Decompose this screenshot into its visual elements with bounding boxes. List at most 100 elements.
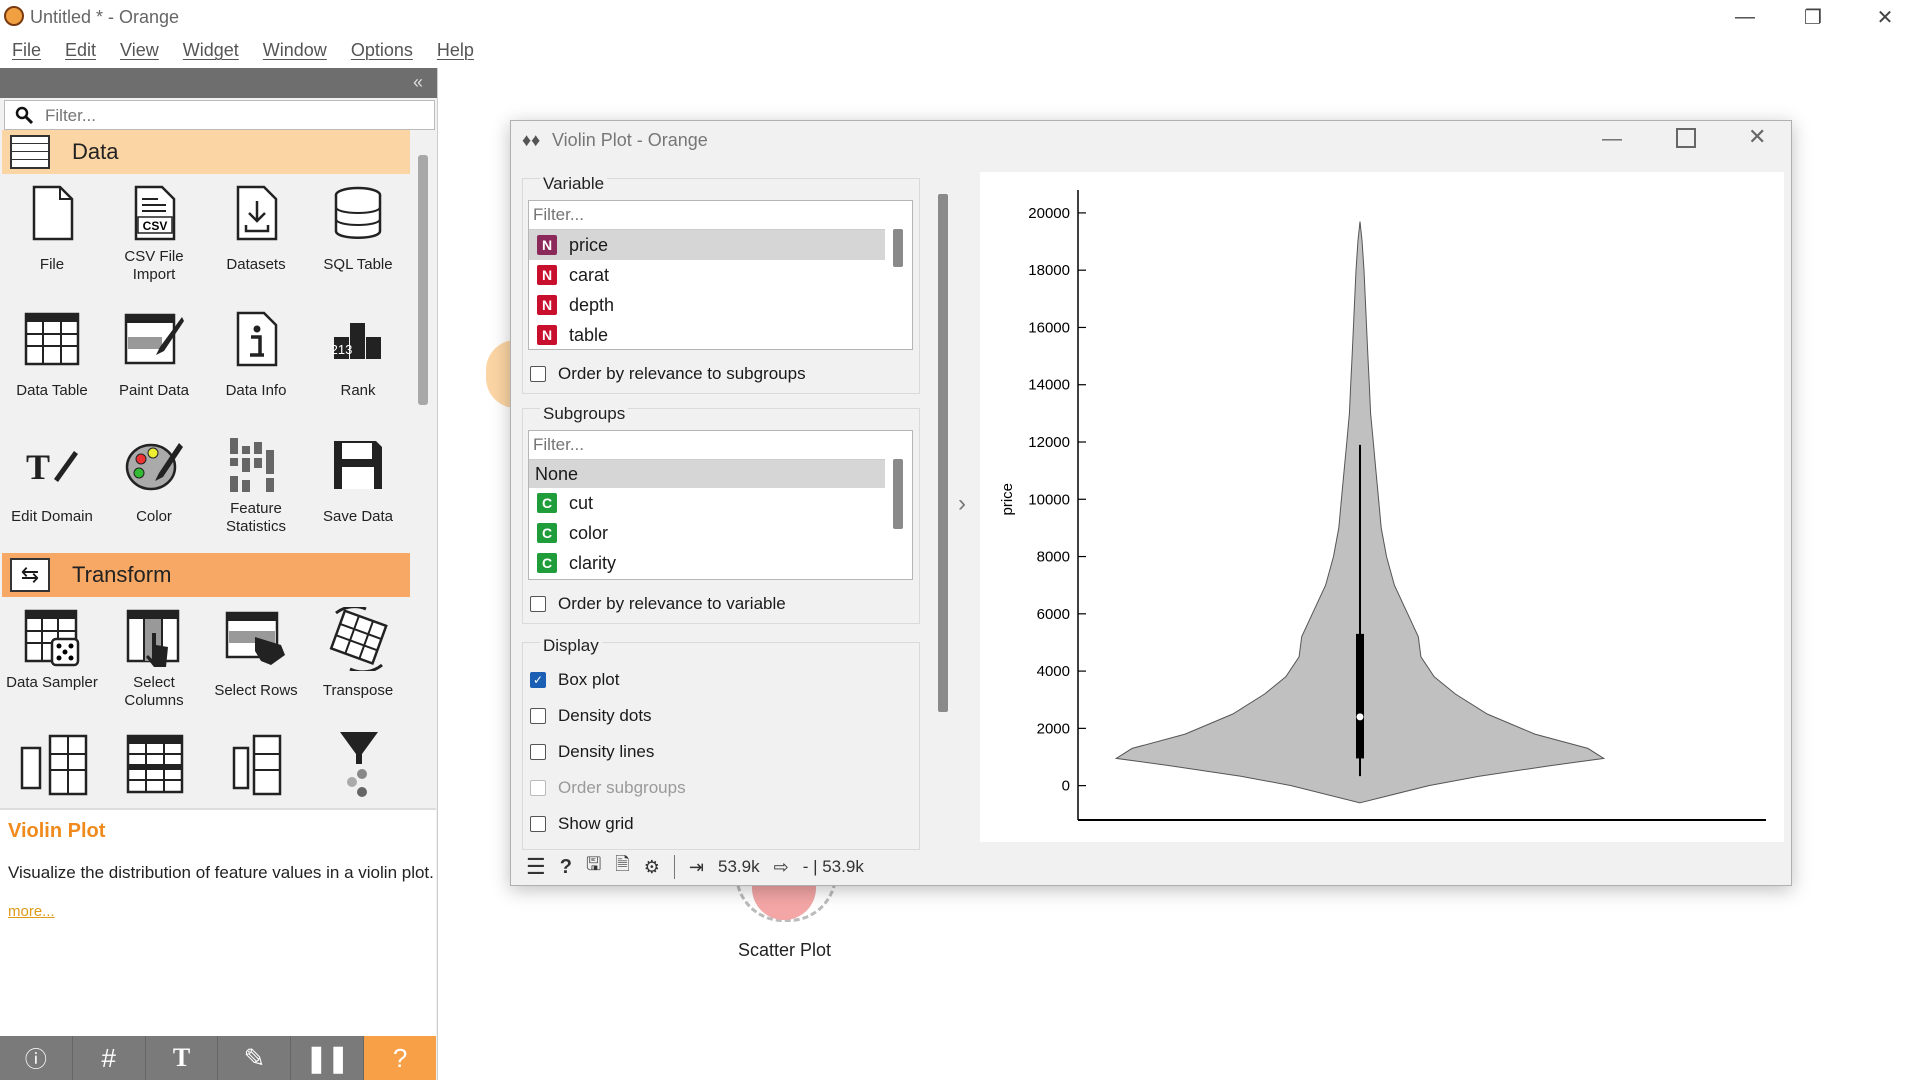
restore-button[interactable]: ❐	[1804, 6, 1822, 29]
display-option-density-dots[interactable]: Density dots	[530, 698, 686, 734]
display-option-checkbox[interactable]	[530, 744, 546, 760]
variable-item-label: depth	[569, 294, 615, 315]
y-tick-label: 14000	[1028, 377, 1070, 394]
database-icon	[334, 186, 382, 239]
expand-chevron-icon[interactable]: ›	[958, 490, 966, 517]
violin-minimize-button[interactable]: —	[1602, 128, 1622, 150]
widget-data-info[interactable]: Data Info	[206, 304, 306, 400]
display-option-label: Show grid	[558, 814, 634, 833]
arrow-annotation-icon[interactable]: ✎	[218, 1036, 292, 1080]
widget-sql-table[interactable]: SQL Table	[308, 178, 408, 274]
display-option-checkbox[interactable]	[530, 708, 546, 724]
categorical-badge-icon: C	[537, 523, 557, 543]
widget-filter-input[interactable]	[43, 105, 427, 127]
widget-merge-icon[interactable]	[20, 734, 90, 801]
widget-select-rows[interactable]: Select Rows	[206, 604, 306, 700]
widget-filter[interactable]	[4, 100, 435, 130]
report-icon[interactable]: 🗎	[615, 854, 630, 874]
widget-label: Data Sampler	[6, 674, 98, 691]
display-option-checkbox[interactable]: ✓	[530, 672, 546, 688]
display-option-box-plot[interactable]: ✓ Box plot	[530, 662, 686, 698]
menu-widget[interactable]: Widget	[182, 40, 239, 60]
widget-save-data[interactable]: Save Data	[308, 430, 408, 526]
status-bar: ☰ ? 🖫 🗎 ⚙ ⇥ 53.9k ⇨ - | 53.9k	[512, 850, 1802, 884]
grid-icon[interactable]: #	[73, 1036, 146, 1080]
text-annotation-icon[interactable]: T	[146, 1036, 219, 1080]
menu-options[interactable]: Options	[350, 40, 413, 60]
category-data[interactable]: Data	[2, 130, 410, 174]
widget-data-table[interactable]: Data Table	[2, 304, 102, 400]
help-more-link[interactable]: more...	[8, 903, 55, 920]
widget-datasets[interactable]: Datasets	[206, 178, 306, 274]
info-icon[interactable]: ⓘ	[0, 1036, 73, 1080]
widget-rank[interactable]: 213 Rank	[308, 304, 408, 400]
variable-item-label: table	[569, 324, 609, 345]
collapse-dock-icon[interactable]: «	[412, 72, 423, 92]
variable-filter-input[interactable]	[529, 201, 885, 230]
minimize-button[interactable]: —	[1735, 5, 1755, 28]
control-area-splitter[interactable]	[938, 194, 948, 712]
subgroup-none-item[interactable]: None	[529, 460, 885, 488]
dock-scrollbar[interactable]	[418, 155, 428, 405]
y-tick-label: 2000	[1037, 720, 1070, 737]
widget-data-sampler[interactable]: Data Sampler	[2, 604, 102, 692]
close-button[interactable]: ✕	[1876, 6, 1894, 29]
display-option-show-grid[interactable]: Show grid	[530, 806, 686, 842]
menu-view[interactable]: View	[120, 40, 159, 60]
plot-area[interactable]: 0 2000 4000 6000 8000 10000 12000 14000 16000 180…	[980, 172, 1784, 842]
y-tick-label: 10000	[1028, 491, 1070, 508]
scatter-plot-node-label[interactable]: Scatter Plot	[738, 940, 832, 960]
violin-chart[interactable]: 0 2000 4000 6000 8000 10000 12000 14000 16000 180…	[980, 172, 1784, 842]
subgroups-filter-input[interactable]	[529, 431, 885, 460]
numeric-badge-icon: N	[537, 325, 557, 345]
order-by-variable-option[interactable]: Order by relevance to variable	[530, 594, 786, 614]
menu-help[interactable]: Help	[436, 40, 474, 60]
subgroup-item-label: clarity	[569, 552, 617, 573]
widget-feature-statistics[interactable]: Feature Statistics	[206, 430, 306, 536]
widget-paint-data[interactable]: Paint Data	[104, 304, 204, 400]
display-option-density-lines[interactable]: Density lines	[530, 734, 686, 770]
display-option-checkbox[interactable]	[530, 816, 546, 832]
subgroups-list-scrollbar[interactable]	[893, 459, 903, 529]
category-transform[interactable]: ⇆ Transform	[2, 553, 410, 597]
widget-csv-import[interactable]: CSV CSV File Import	[104, 178, 204, 284]
help-icon[interactable]: ?	[364, 1036, 436, 1080]
numeric-badge-icon: N	[537, 235, 557, 255]
widget-transpose[interactable]: Transpose	[308, 604, 408, 700]
y-tick-label: 6000	[1037, 606, 1070, 623]
pause-icon[interactable]: ❚❚	[291, 1036, 365, 1080]
widget-split-icon[interactable]	[232, 734, 282, 801]
menu-icon[interactable]: ☰	[526, 854, 546, 879]
help-question-icon[interactable]: ?	[559, 855, 572, 878]
variable-list-scrollbar[interactable]	[893, 229, 903, 267]
visual-settings-icon[interactable]: ⚙	[643, 856, 660, 877]
widget-label: Color	[136, 508, 172, 525]
widget-label: Select Rows	[214, 682, 298, 699]
widget-filter-icon[interactable]	[338, 730, 382, 803]
input-data-icon: ⇥	[688, 856, 705, 877]
widget-edit-domain[interactable]: T Edit Domain	[2, 430, 102, 526]
variable-item-label: price	[569, 234, 609, 255]
widget-concatenate-icon[interactable]	[126, 734, 184, 801]
order-by-subgroups-option[interactable]: Order by relevance to subgroups	[530, 364, 806, 384]
save-image-icon[interactable]: 🖫	[585, 854, 602, 874]
widget-color[interactable]: Color	[104, 430, 204, 526]
widget-file[interactable]: File	[2, 178, 102, 274]
menu-edit[interactable]: Edit	[65, 40, 97, 60]
menu-file[interactable]: File	[12, 40, 42, 60]
menu-window[interactable]: Window	[262, 40, 327, 60]
violin-maximize-button[interactable]	[1676, 128, 1696, 148]
widget-select-columns[interactable]: Select Columns	[104, 604, 204, 710]
violin-close-button[interactable]: ✕	[1748, 124, 1767, 149]
order-by-variable-checkbox[interactable]	[530, 596, 546, 612]
order-by-subgroups-checkbox[interactable]	[530, 366, 546, 382]
